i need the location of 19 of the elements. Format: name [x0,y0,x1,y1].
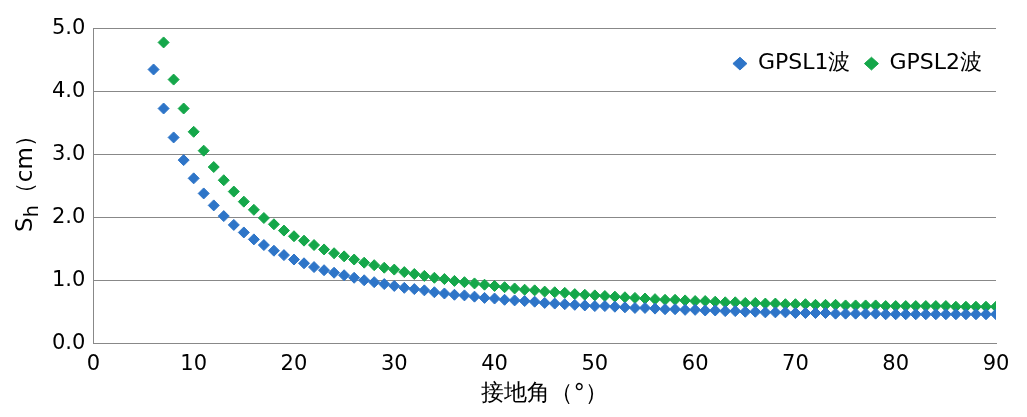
x-tick-label: 30 [380,351,408,376]
y-tick-label: 2.0 [51,203,86,228]
x-tick-label: 50 [581,351,609,376]
x-axis-title: 接地角（°） [481,379,608,406]
y-tick-label: 5.0 [51,15,86,40]
legend-label: GPSL1波 [757,49,851,75]
x-tick-label: 0 [86,351,101,376]
x-tick-label: 40 [481,351,508,376]
x-tick-label: 70 [782,351,809,376]
y-tick-label: 0.0 [51,329,86,354]
y-tick-label: 1.0 [51,266,86,291]
y-tick-label: 3.0 [51,140,86,165]
x-tick-label: 10 [180,351,208,376]
x-tick-label: 60 [681,351,709,376]
x-tick-label: 80 [882,351,910,376]
y-tick-label: 4.0 [51,77,86,102]
x-tick-label: 20 [280,351,308,376]
x-tick-label: 90 [982,351,1010,376]
legend-label: GPSL2波 [889,49,983,75]
